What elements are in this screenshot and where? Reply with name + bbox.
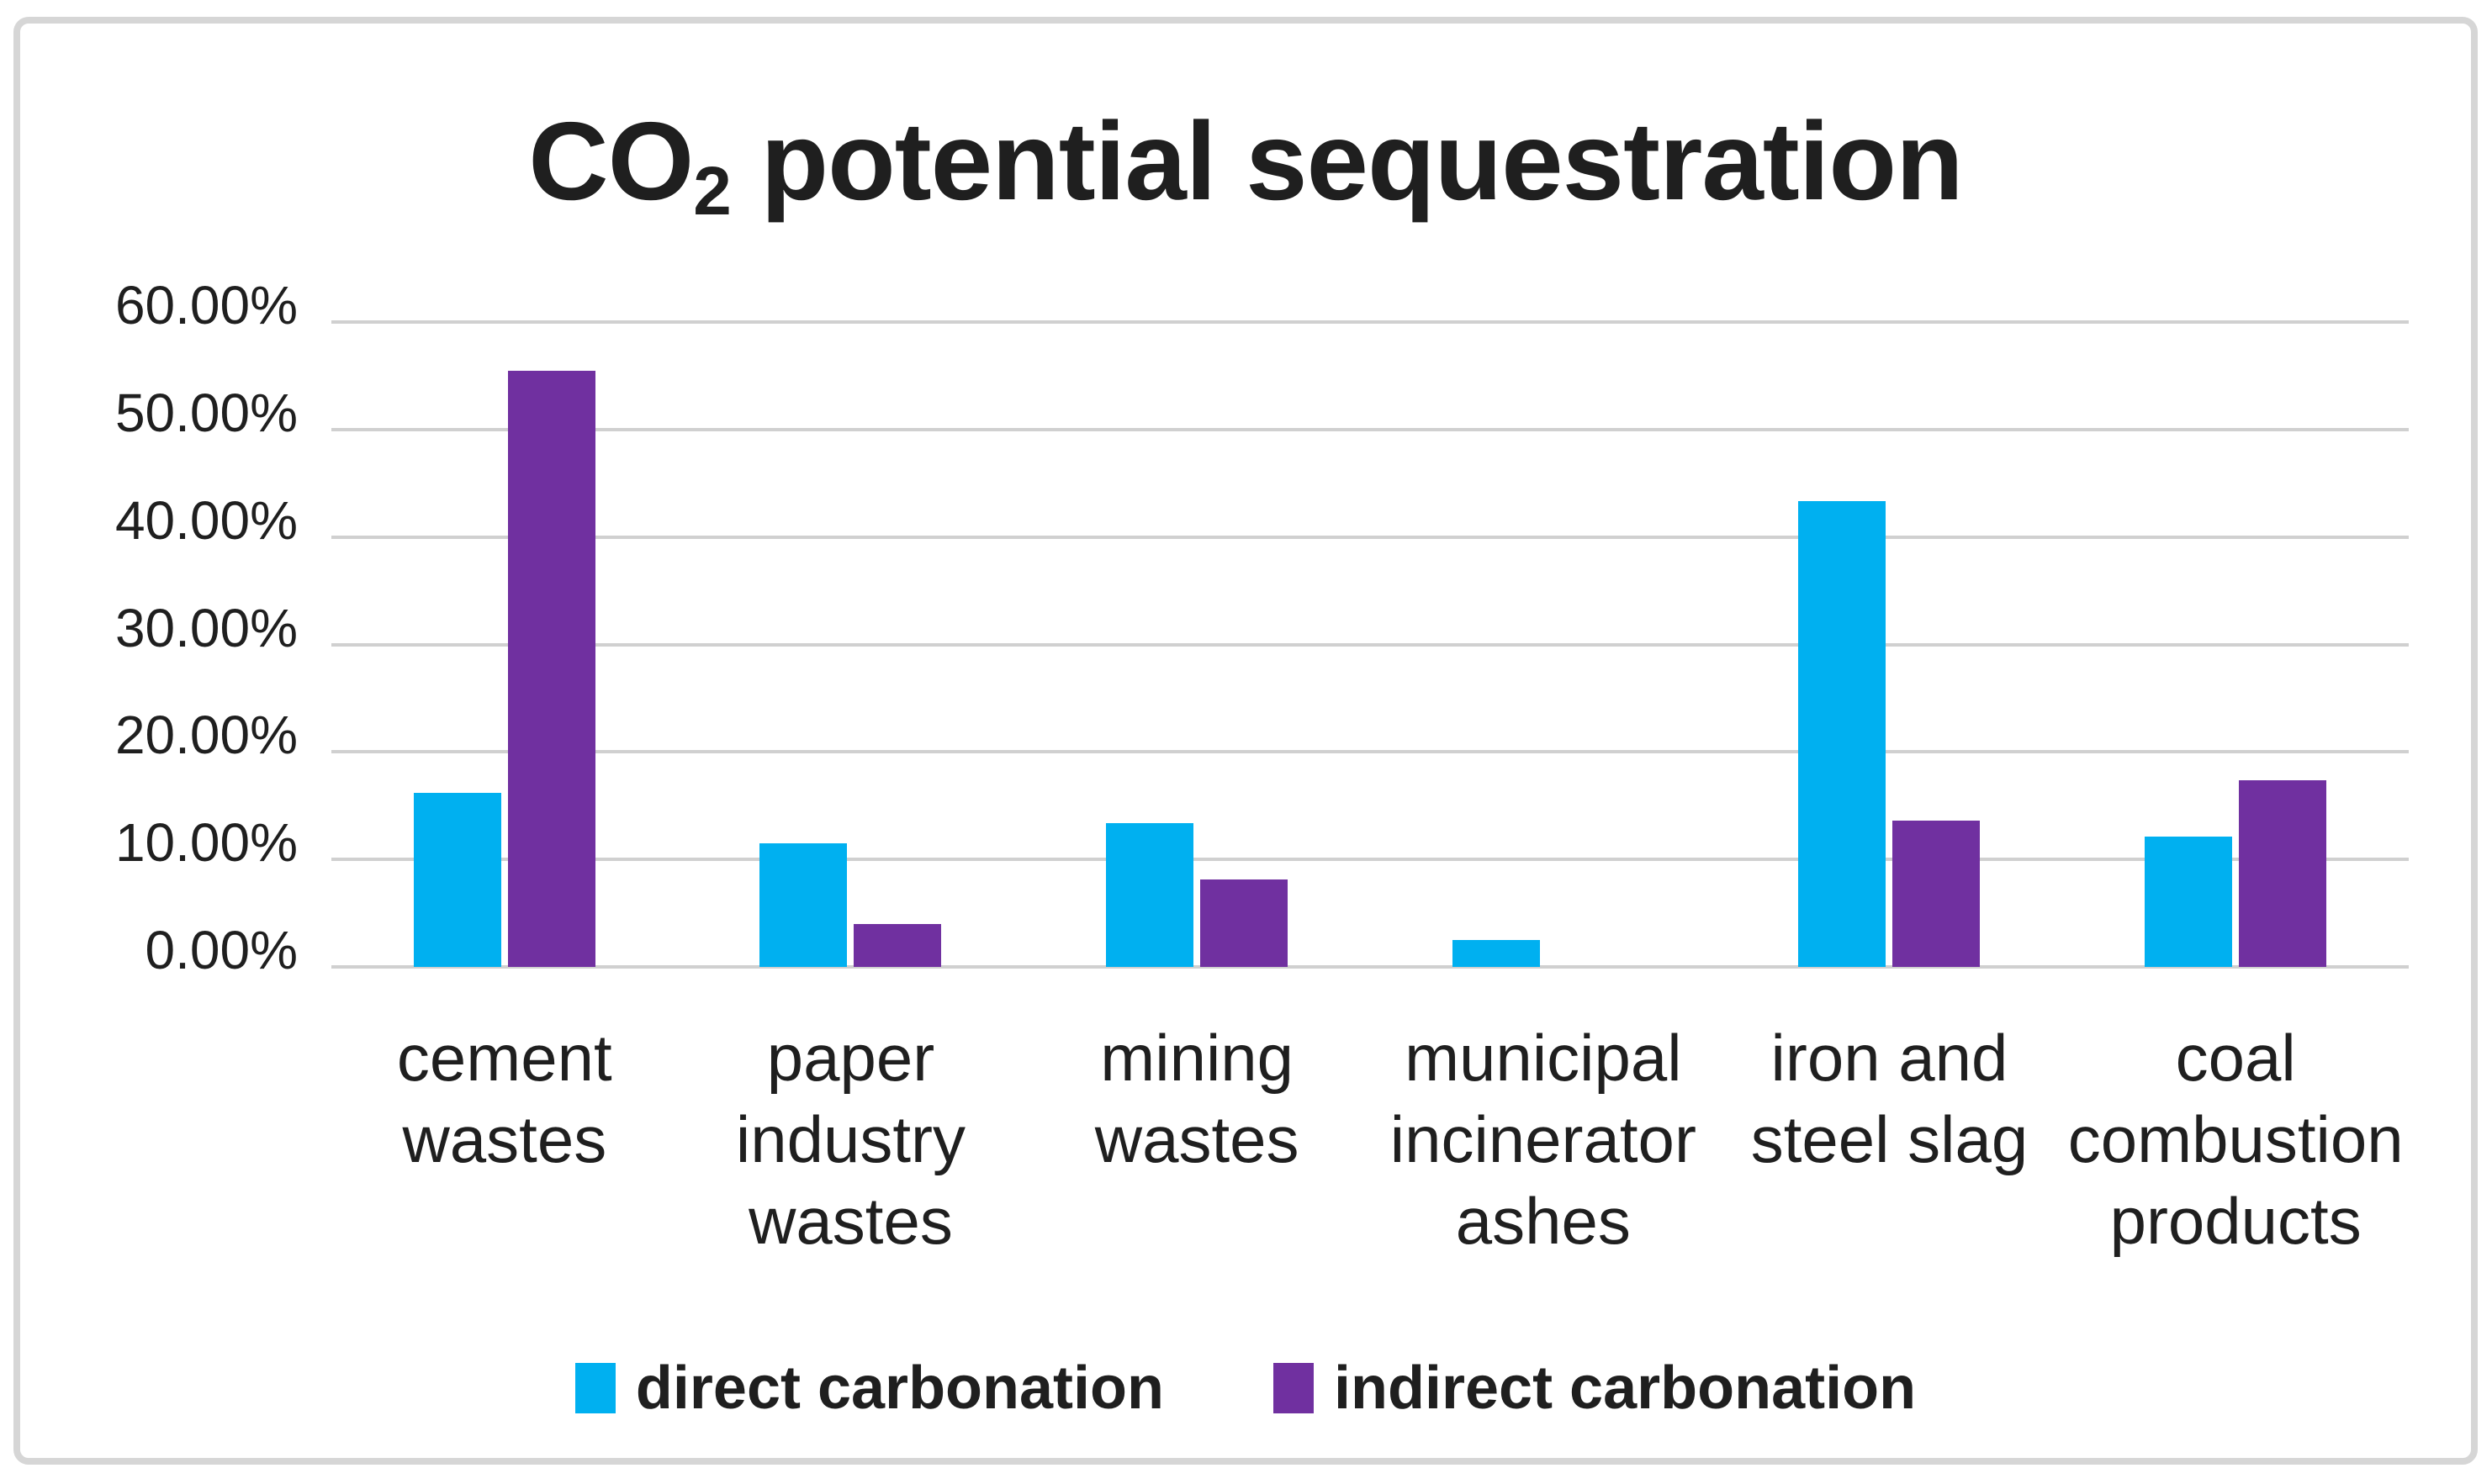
x-category-label-line: cement <box>396 1021 612 1095</box>
legend: direct carbonation indirect carbonation <box>20 1354 2471 1423</box>
gridline-50 <box>331 427 2409 431</box>
legend-label-direct: direct carbonation <box>635 1355 1164 1422</box>
y-tick-label-0: 0.00% <box>145 920 298 980</box>
chart-title-post: potential sequestration <box>730 99 1963 223</box>
chart-title-pre: CO <box>528 99 694 223</box>
bar-group-cement-wastes <box>331 322 678 967</box>
gridline-20 <box>331 750 2409 754</box>
bar-direct-cement-wastes <box>413 792 501 967</box>
bar-direct-iron-and-steel-slag <box>1798 501 1886 967</box>
legend-item-indirect: indirect carbonation <box>1273 1354 1916 1423</box>
gridline-10 <box>331 858 2409 862</box>
x-category-label-line: products <box>2109 1184 2362 1258</box>
chart-title: CO2 potential sequestration <box>20 98 2471 230</box>
x-category-label-mining-wastes: mining wastes <box>1024 1017 1370 1180</box>
legend-swatch-indirect <box>1273 1363 1314 1413</box>
x-category-label-cement-wastes: cement wastes <box>331 1017 678 1180</box>
legend-label-indirect: indirect carbonation <box>1334 1355 1917 1422</box>
bars-row-iron-and-steel-slag <box>1798 501 1981 967</box>
bars-row-cement-wastes <box>413 370 595 967</box>
bar-group-mining-wastes <box>1024 322 1370 967</box>
x-category-label-line: combustion <box>2067 1102 2404 1176</box>
x-category-label-line: wastes <box>749 1184 953 1258</box>
bars-row-paper-industry-wastes <box>759 843 942 967</box>
bar-direct-mining-wastes <box>1106 822 1194 967</box>
bar-indirect-cement-wastes <box>507 370 595 967</box>
x-category-label-coal-combustion-products: coal combustion products <box>2062 1017 2409 1262</box>
gridline-60 <box>331 320 2409 324</box>
y-tick-label-30: 30.00% <box>114 597 298 658</box>
x-category-label-line: paper <box>766 1021 935 1095</box>
bar-direct-coal-combustion-products <box>2145 837 2233 967</box>
x-category-label-line: municipal <box>1405 1021 1682 1095</box>
bars-row-coal-combustion-products <box>2145 779 2327 967</box>
bar-indirect-mining-wastes <box>1200 879 1288 967</box>
chart-title-subscript: 2 <box>693 153 732 230</box>
bar-direct-paper-industry-wastes <box>759 843 848 967</box>
x-category-label-line: incinerator <box>1389 1102 1696 1176</box>
x-category-label-line: wastes <box>402 1102 607 1176</box>
y-tick-label-50: 50.00% <box>114 382 298 443</box>
x-category-label-line: wastes <box>1094 1102 1299 1176</box>
bar-group-coal-combustion-products <box>2062 322 2409 967</box>
bar-group-municipal-incinerator-ashes <box>1370 322 1717 967</box>
gridline-0 <box>331 965 2409 969</box>
plot-area <box>331 320 2409 969</box>
chart-frame: CO2 potential sequestration 60.00% 50.00%… <box>13 17 2478 1465</box>
bar-group-iron-and-steel-slag <box>1717 322 2063 967</box>
x-category-label-line: steel slag <box>1750 1102 2029 1176</box>
bars-row-municipal-incinerator-ashes <box>1452 940 1634 967</box>
x-category-label-line: mining <box>1100 1021 1294 1095</box>
x-category-label-line: ashes <box>1455 1184 1631 1258</box>
y-tick-label-10: 10.00% <box>114 812 298 874</box>
y-tick-label-20: 20.00% <box>114 705 298 766</box>
y-tick-label-60: 60.00% <box>114 275 298 335</box>
bar-indirect-iron-and-steel-slag <box>1892 821 1981 967</box>
x-category-label-iron-and-steel-slag: iron and steel slag <box>1717 1017 2063 1180</box>
x-category-label-line: coal <box>2175 1021 2296 1095</box>
x-category-label-line: industry <box>735 1102 966 1176</box>
x-category-label-line: iron and <box>1770 1021 2008 1095</box>
x-axis-category-labels: cement wastes paper industry wastes mining was… <box>331 1017 2409 1295</box>
legend-swatch-direct <box>574 1363 616 1413</box>
y-axis-tick-labels: 60.00% 50.00% 40.00% 30.00% 20.00% 10.00% 0.00… <box>45 24 298 1458</box>
bar-group-paper-industry-wastes <box>678 322 1024 967</box>
gridline-40 <box>331 535 2409 539</box>
bar-indirect-paper-industry-wastes <box>854 923 942 967</box>
bars-row-mining-wastes <box>1106 822 1288 967</box>
bar-indirect-coal-combustion-products <box>2239 779 2327 967</box>
y-tick-label-40: 40.00% <box>114 489 298 551</box>
x-category-label-paper-industry-wastes: paper industry wastes <box>678 1017 1024 1262</box>
legend-item-direct: direct carbonation <box>574 1354 1164 1423</box>
x-category-label-municipal-incinerator-ashes: municipal incinerator ashes <box>1370 1017 1717 1262</box>
bar-direct-municipal-incinerator-ashes <box>1452 940 1540 967</box>
gridline-30 <box>331 642 2409 647</box>
